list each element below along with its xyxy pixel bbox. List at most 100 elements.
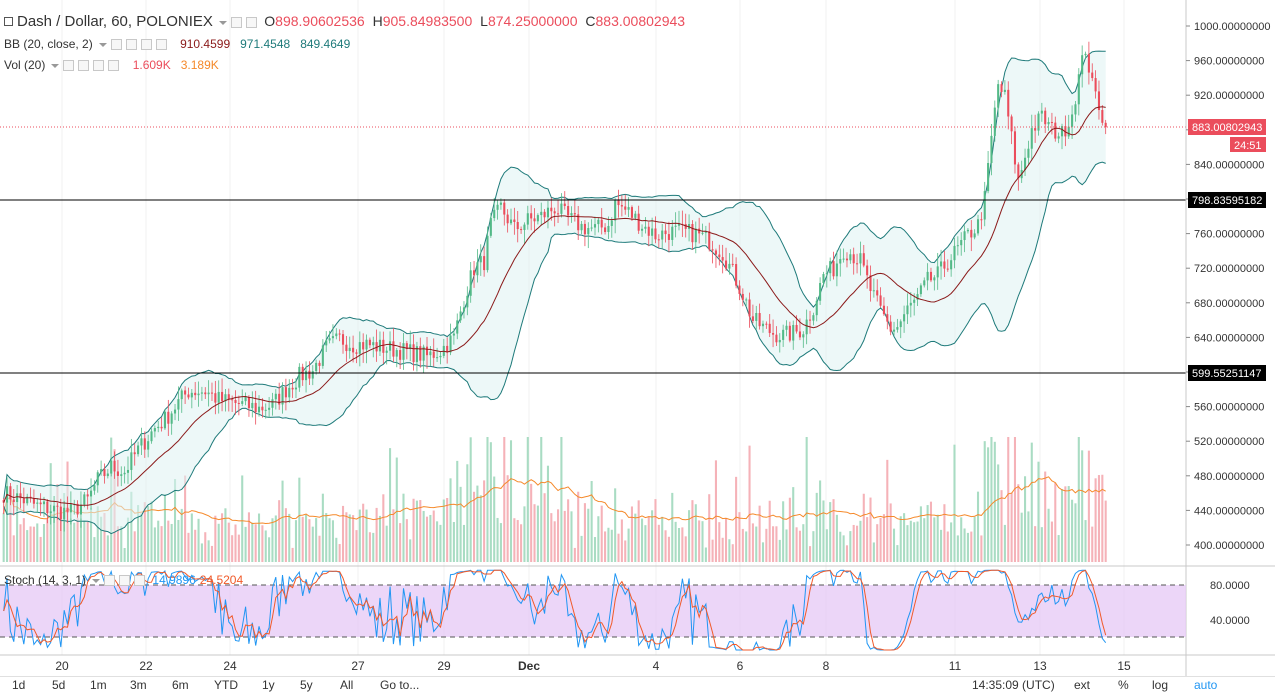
volume-bar (724, 518, 728, 562)
eye-icon[interactable] (230, 17, 242, 29)
volume-bar (677, 528, 681, 562)
candle (123, 466, 126, 484)
eye-icon[interactable] (110, 39, 122, 51)
ext-toggle[interactable]: ext (1074, 678, 1091, 692)
gear-icon[interactable] (119, 575, 131, 587)
candle (772, 319, 775, 348)
candle (738, 280, 741, 301)
candle (940, 249, 943, 280)
gear-icon[interactable] (125, 39, 137, 51)
candle (573, 199, 576, 222)
candle (180, 388, 183, 413)
log-toggle[interactable]: log (1152, 678, 1169, 692)
close-icon[interactable] (108, 60, 120, 72)
candle (533, 208, 536, 233)
plus-icon[interactable] (93, 60, 105, 72)
percent-toggle[interactable]: % (1118, 678, 1129, 692)
price-tick-label: 560.00000000 (1194, 402, 1264, 414)
candle (640, 224, 644, 237)
volume-bar (1000, 490, 1003, 562)
plus-icon[interactable] (134, 575, 146, 587)
chevron-down-icon[interactable] (51, 63, 60, 68)
volume-bar (378, 515, 382, 562)
range-1m[interactable]: 1m (90, 678, 107, 692)
goto-button[interactable]: Go to... (380, 678, 420, 692)
candle (311, 365, 314, 386)
eye-icon[interactable] (104, 575, 116, 587)
candle (691, 220, 694, 250)
candle (805, 309, 808, 345)
candle (553, 207, 556, 227)
volume-bar (761, 542, 765, 562)
volume-bar (459, 486, 462, 562)
candle (358, 331, 361, 367)
time-tick-label: 24 (223, 659, 237, 673)
volume-bar (795, 527, 798, 562)
candle (257, 395, 261, 417)
volume-bar (829, 502, 832, 562)
range-6m[interactable]: 6m (172, 678, 189, 692)
volume-bar (395, 457, 398, 562)
range-5y[interactable]: 5y (300, 678, 313, 692)
candle (200, 386, 203, 401)
candle (785, 320, 788, 337)
candle (913, 293, 916, 316)
chevron-down-icon[interactable] (218, 20, 227, 25)
volume-bar (825, 529, 828, 562)
volume-bar (909, 520, 912, 562)
volume-bar (133, 531, 136, 562)
auto-toggle[interactable]: auto (1194, 678, 1218, 692)
candle (1047, 117, 1050, 131)
volume-bar (718, 522, 721, 562)
candle (496, 200, 499, 220)
candle (271, 392, 274, 416)
candle (923, 277, 926, 288)
volume-bar (29, 526, 32, 562)
range-all[interactable]: All (340, 678, 354, 692)
range-ytd[interactable]: YTD (214, 678, 238, 692)
candle (751, 304, 754, 324)
candle (509, 208, 513, 226)
candle (26, 493, 29, 506)
range-1d[interactable]: 1d (12, 678, 26, 692)
candle (405, 340, 408, 360)
volume-bar (664, 530, 667, 562)
collapse-icon[interactable] (4, 17, 13, 27)
volume-bar (187, 532, 190, 562)
range-1y[interactable]: 1y (262, 678, 275, 692)
utc-time[interactable]: 14:35:09 (UTC) (972, 678, 1055, 692)
range-5d[interactable]: 5d (52, 678, 66, 692)
candle (1044, 107, 1047, 134)
eye-icon[interactable] (63, 60, 75, 72)
candle (620, 195, 623, 217)
range-3m[interactable]: 3m (130, 678, 147, 692)
stoch-label: Stoch (14, 3, 1) (4, 573, 87, 587)
volume-bar (1074, 503, 1077, 562)
volume-bar (234, 524, 237, 562)
gear-icon[interactable] (245, 17, 257, 29)
gear-icon[interactable] (78, 60, 90, 72)
volume-bar (79, 518, 82, 562)
candle (49, 504, 52, 525)
candle (1010, 114, 1013, 145)
last-price-label: 883.00802943 24:51 (1188, 119, 1266, 152)
candle (234, 390, 237, 415)
volume-bar (237, 534, 240, 562)
candle (677, 210, 681, 231)
candle (163, 409, 166, 431)
candle (1060, 123, 1064, 150)
volume-bar (348, 514, 351, 562)
close-icon[interactable] (155, 39, 167, 51)
chevron-down-icon[interactable] (92, 578, 101, 583)
volume-bar (177, 519, 180, 562)
volume-bar (462, 524, 466, 562)
candle (372, 336, 375, 358)
candle (1017, 162, 1020, 191)
chevron-down-icon[interactable] (98, 42, 107, 47)
plus-icon[interactable] (140, 39, 152, 51)
stoch-k-line (3, 569, 1107, 651)
candle (214, 380, 217, 415)
chart[interactable]: 1000.00000000 960.00000000 920.00000000 8 80… (0, 0, 1275, 676)
candle (436, 347, 439, 362)
candle (493, 197, 496, 222)
